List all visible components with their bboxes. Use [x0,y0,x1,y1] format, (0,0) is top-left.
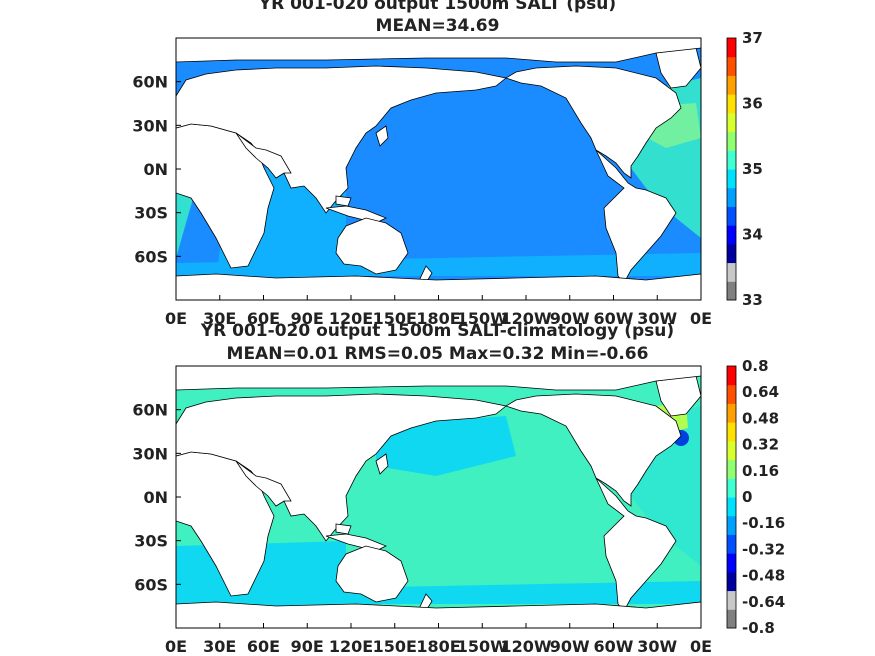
x-tick-label: 150W [457,637,508,656]
colorbar-segment [727,94,736,114]
y-tick-label: 60N [132,73,168,92]
colorbar-tick-label: 0.16 [742,462,779,480]
southern-band [176,581,701,604]
colorbar-segment [727,243,736,264]
south-atlantic [176,188,196,258]
colorbar-tick-label: 36 [742,95,763,113]
colorbar-segment [727,262,736,282]
y-tick-label: 60N [132,401,168,420]
colorbar-frame [726,37,737,301]
y-tick-label: 30S [134,532,168,551]
colorbar-segment [727,75,736,95]
colorbar-segment [727,281,736,301]
panel1-title: YR 001-020 output 1500m SALT (psu) [258,0,617,14]
colorbar-tick-label: -0.32 [742,540,785,558]
colorbar-tick-label: 34 [742,226,763,244]
x-tick-label: 30W [637,309,677,328]
x-tick-label: 120W [500,637,551,656]
colorbar-segment [727,150,736,170]
colorbar-segment [727,403,736,423]
x-tick-label: 90E [291,637,324,656]
x-tick-label: 180E [416,637,460,656]
colorbar-segment [727,478,736,498]
y-tick-label: 60S [134,575,168,594]
colorbar-segment [727,56,736,76]
y-tick-label: 0N [143,488,168,507]
colorbar-segment [727,422,736,442]
y-tick-label: 30S [134,204,168,223]
x-tick-label: 0E [165,309,187,328]
x-tick-label: 60W [594,637,634,656]
colorbar-segment [727,225,736,245]
colorbar-segment [727,38,736,58]
colorbar-tick-label: 33 [742,291,763,309]
colorbar-tick-label: 0.8 [742,357,769,375]
x-tick-label: 0E [690,637,712,656]
x-tick-label: 150E [373,309,417,328]
colorbar-tick-label: -0.48 [742,567,785,585]
x-tick-label: 30W [637,637,677,656]
x-tick-label: 120E [329,637,373,656]
x-tick-label: 120E [329,309,373,328]
colorbar-segment [727,440,736,461]
colorbar-tick-label: 0.64 [742,383,779,401]
y-tick-label: 0N [143,160,168,179]
colorbar-segment [727,590,736,610]
x-tick-label: 0E [165,637,187,656]
colorbar-tick-label: 35 [742,160,763,178]
x-tick-label: 60W [594,309,634,328]
x-tick-label: 90W [550,637,590,656]
x-tick-label: 120W [500,309,551,328]
x-tick-label: 30E [203,637,236,656]
panel1-mean: MEAN=34.69 [375,16,500,36]
colorbar-segment [727,497,736,517]
colorbar-segment [727,553,736,573]
colorbar-tick-label: -0.64 [742,593,785,611]
x-tick-label: 180E [416,309,460,328]
colorbar-tick-label: -0.8 [742,619,775,637]
colorbar-tick-label: 0.32 [742,436,779,454]
y-tick-label: 30N [132,444,168,463]
colorbar-segment [727,131,736,151]
x-tick-label: 90W [550,309,590,328]
y-tick-label: 60S [134,247,168,266]
colorbar-segment [727,571,736,592]
colorbar-segment [727,459,736,479]
colorbar-tick-label: 0 [742,488,752,506]
colorbar-segment [727,534,736,554]
colorbar-segment [727,384,736,404]
colorbar-tick-label: -0.16 [742,514,785,532]
colorbar-frame [726,365,737,629]
colorbar-segment [727,366,736,386]
y-tick-label: 30N [132,116,168,135]
map-panel-2 [175,365,702,629]
x-tick-label: 0E [690,309,712,328]
colorbar-segment [727,112,736,133]
colorbar-segment [727,187,736,207]
x-tick-label: 30E [203,309,236,328]
x-tick-label: 60E [247,309,280,328]
southern-band [176,253,701,276]
colorbar-segment [727,515,736,535]
pacific-patch [376,416,516,476]
x-tick-label: 90E [291,309,324,328]
x-tick-label: 150E [373,637,417,656]
panel2-title: YR 001-020 output 1500m SALT-climatology… [200,321,675,341]
map-panel-1 [175,37,702,301]
x-tick-label: 150W [457,309,508,328]
colorbar-tick-label: 37 [742,29,763,47]
colorbar-segment [727,169,736,189]
colorbar-segment [727,206,736,226]
colorbar-segment [727,609,736,629]
panel2-stats: MEAN=0.01 RMS=0.05 Max=0.32 Min=-0.66 [226,344,649,364]
colorbar-tick-label: 0.48 [742,409,779,427]
x-tick-label: 60E [247,637,280,656]
